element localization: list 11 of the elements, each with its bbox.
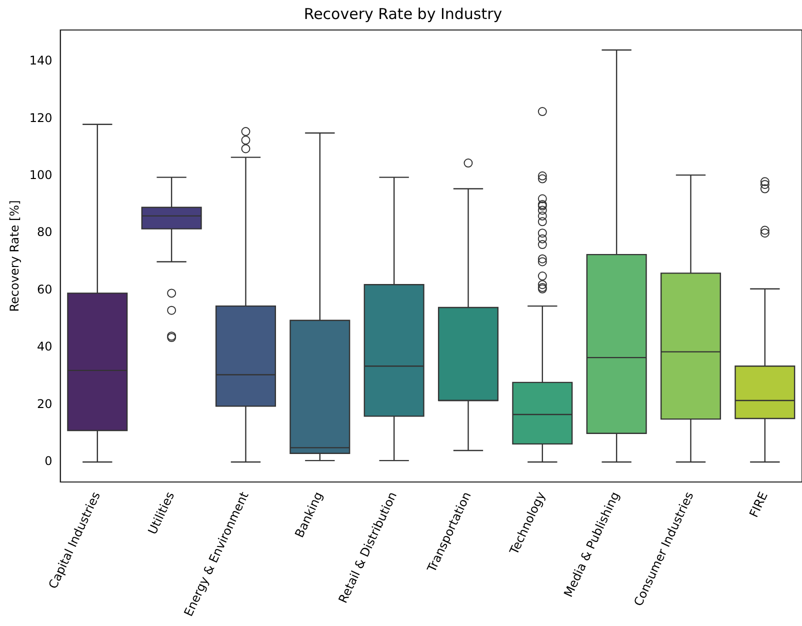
y-axis-title: Recovery Rate [%] (7, 200, 22, 312)
x-tick-label: FIRE (746, 490, 770, 520)
y-tick-label: 60 (37, 282, 52, 296)
y-tick-label: 20 (37, 396, 52, 411)
y-tick-label: 120 (29, 110, 52, 125)
y-tick-label: 100 (29, 168, 52, 182)
chart-title: Recovery Rate by Industry (304, 4, 502, 23)
y-tick-label: 0 (44, 454, 52, 468)
y-tick-label: 80 (37, 225, 52, 240)
y-tick-label: 140 (29, 54, 52, 68)
y-tick-label: 40 (37, 340, 52, 354)
